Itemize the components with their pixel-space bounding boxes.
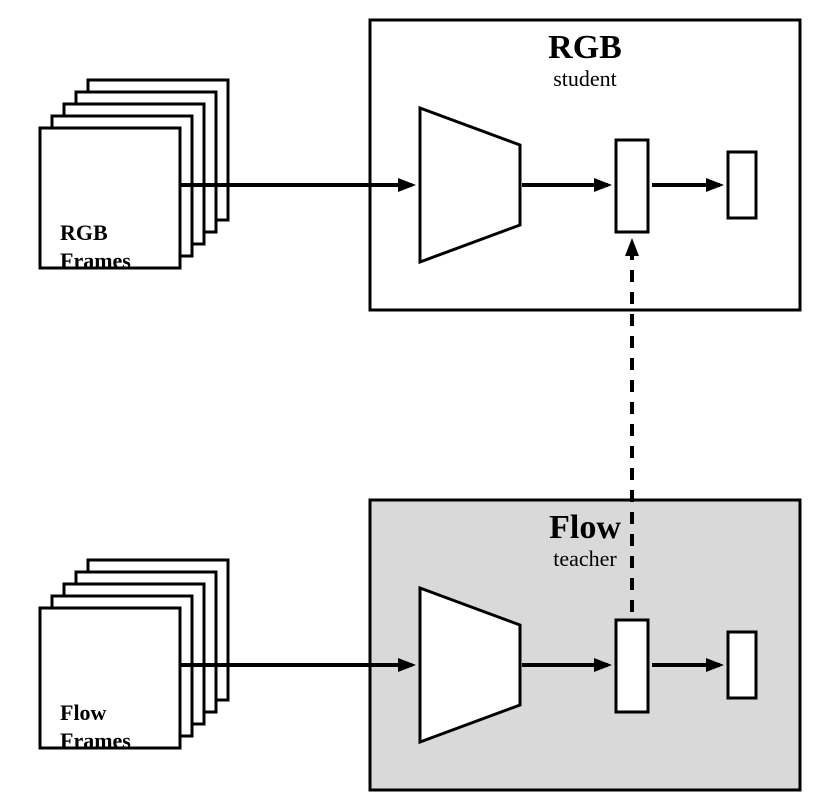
architecture-diagram: RGBstudentRGBFramesFlowteacherFlowFrames	[0, 0, 821, 808]
flow-title: Flow	[549, 509, 621, 546]
rgb-frame-label2: Frames	[60, 248, 131, 273]
rgb-subtitle: student	[553, 66, 617, 91]
flow-frame-label1: Flow	[60, 700, 107, 725]
flow-feature-rect	[616, 620, 648, 712]
rgb-output-rect	[728, 152, 756, 218]
rgb-frame-label1: RGB	[60, 220, 108, 245]
flow-output-rect	[728, 632, 756, 698]
rgb-title: RGB	[548, 29, 622, 66]
flow-frame-label2: Frames	[60, 728, 131, 753]
flow-subtitle: teacher	[553, 546, 617, 571]
rgb-feature-rect	[616, 140, 648, 232]
